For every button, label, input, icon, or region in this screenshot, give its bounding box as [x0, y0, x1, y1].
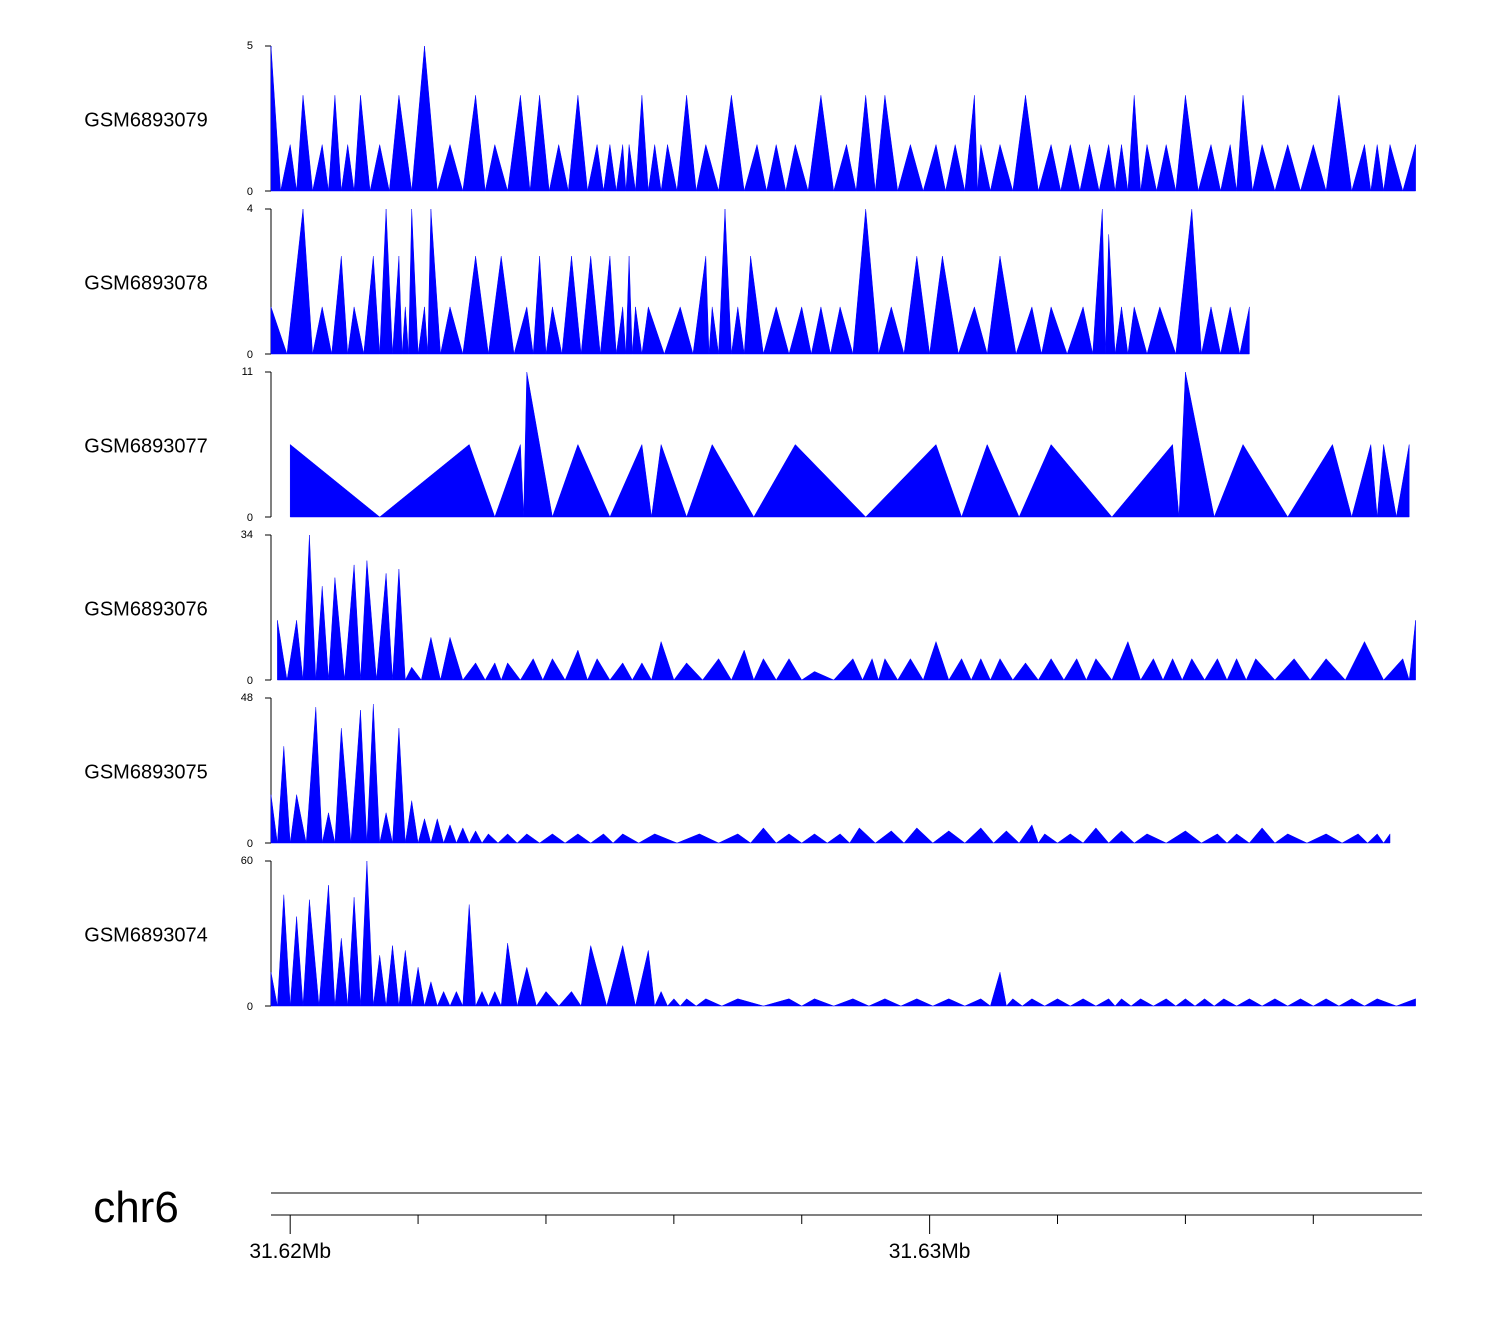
coverage-area [270, 860, 1416, 1007]
track-GSM6893074: GSM6893074 60 0 [84, 855, 1416, 1013]
track-label: GSM6893076 [84, 599, 207, 621]
track-GSM6893079: GSM6893079 5 0 [84, 40, 1416, 198]
y-tick-label-min: 0 [247, 1001, 253, 1013]
coverage-area [270, 703, 1391, 844]
track-label: GSM6893077 [84, 436, 207, 458]
y-tick-label-max: 11 [242, 366, 253, 378]
coverage-area [289, 371, 1410, 518]
coverage-area [277, 534, 1416, 681]
track-GSM6893076: GSM6893076 34 0 [84, 529, 1416, 687]
track-label: GSM6893079 [84, 110, 207, 132]
track-GSM6893077: GSM6893077 11 0 [84, 366, 1410, 524]
coverage-area [270, 45, 1416, 192]
y-tick-label-max: 4 [247, 203, 253, 215]
genome-axis-tick-label: 31.63Mb [889, 1240, 971, 1263]
track-label: GSM6893075 [84, 762, 207, 784]
y-tick-label-min: 0 [247, 838, 253, 850]
track-label: GSM6893074 [84, 925, 207, 947]
y-tick-label-min: 0 [247, 512, 253, 524]
y-tick-label-max: 60 [241, 855, 253, 867]
coverage-area [270, 208, 1250, 355]
track-GSM6893075: GSM6893075 48 0 [84, 692, 1391, 850]
genome-axis: chr6 31.62Mb 31.63Mb [93, 1183, 1422, 1263]
y-tick-label-max: 34 [241, 529, 253, 541]
y-tick-label-min: 0 [247, 349, 253, 361]
y-tick-label-max: 48 [241, 692, 253, 704]
coverage-tracks: GSM689307950GSM689307840GSM6893077110GSM… [84, 40, 1416, 1013]
y-tick-label-min: 0 [247, 186, 253, 198]
chromosome-label: chr6 [93, 1183, 179, 1232]
track-label: GSM6893078 [84, 273, 207, 295]
genome-axis-tick-label: 31.62Mb [249, 1240, 331, 1263]
y-tick-label-max: 5 [247, 40, 253, 52]
track-GSM6893078: GSM6893078 4 0 [84, 203, 1250, 361]
y-tick-label-min: 0 [247, 675, 253, 687]
